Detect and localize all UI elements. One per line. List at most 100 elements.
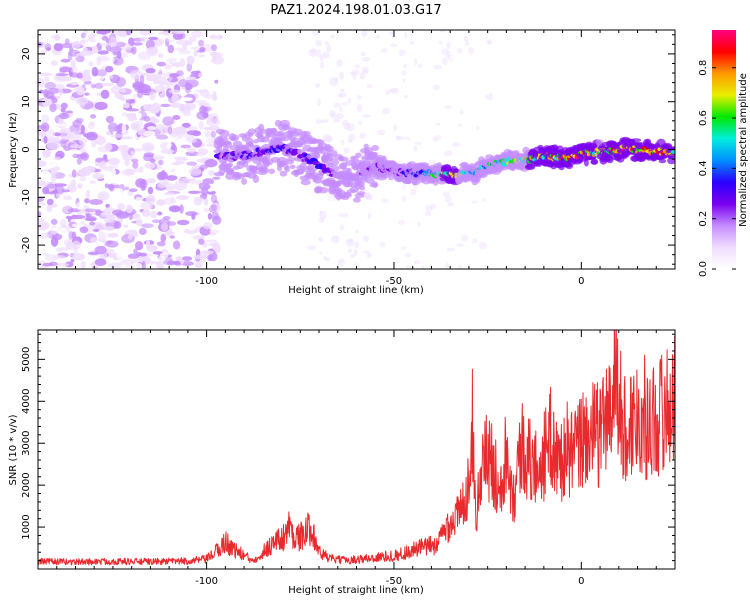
noise-blob: [89, 180, 97, 184]
noise-blob: [119, 88, 127, 93]
noise-blob: [42, 262, 53, 267]
noise-blob: [84, 208, 98, 213]
noise-blob: [447, 54, 455, 62]
noise-blob: [211, 211, 219, 221]
noise-blob: [203, 198, 209, 206]
noise-blob: [416, 93, 425, 101]
noise-blob: [104, 131, 112, 137]
noise-blob: [122, 116, 129, 123]
noise-blob: [79, 175, 86, 182]
noise-blob: [311, 30, 319, 36]
noise-blob: [44, 91, 55, 99]
noise-blob: [156, 61, 167, 67]
noise-blob: [142, 144, 155, 152]
noise-blob: [80, 47, 88, 52]
noise-blob: [551, 192, 560, 196]
ridge-halo: [525, 163, 535, 169]
noise-blob: [442, 191, 451, 197]
noise-blob: [145, 68, 156, 74]
x-tick-label: -100: [195, 276, 218, 287]
noise-blob: [654, 93, 658, 100]
noise-blob: [54, 34, 60, 41]
noise-blob: [60, 58, 71, 63]
noise-blob: [335, 113, 344, 120]
noise-blob: [69, 144, 82, 149]
noise-blob: [156, 199, 166, 206]
noise-blob: [125, 108, 140, 112]
noise-blob: [172, 260, 181, 265]
noise-blob: [504, 241, 511, 247]
colorbar-ticks: 0.0 0.2 0.4 0.6 0.8: [698, 60, 736, 277]
noise-blob: [598, 221, 604, 229]
x-tick-label: -50: [386, 276, 402, 287]
noise-blob: [103, 218, 115, 223]
noise-blob: [454, 77, 463, 81]
noise-blob: [533, 61, 537, 66]
noise-blob: [96, 69, 108, 77]
noise-blob: [339, 107, 343, 112]
noise-blob: [178, 105, 192, 114]
noise-blob: [187, 147, 196, 153]
ridge-halo: [317, 187, 329, 194]
noise-blob: [44, 43, 52, 51]
noise-blob: [105, 115, 114, 124]
noise-blob: [181, 256, 193, 261]
noise-blob: [320, 61, 324, 69]
noise-blob: [438, 40, 443, 45]
noise-blob: [112, 52, 119, 56]
noise-blob: [187, 222, 197, 231]
noise-blob: [123, 224, 129, 228]
noise-blob: [438, 244, 446, 249]
noise-blob: [144, 162, 156, 169]
noise-blob: [154, 85, 166, 92]
noise-blob: [358, 261, 367, 269]
noise-blob: [166, 57, 178, 63]
y-tick-label: 1000: [21, 514, 32, 539]
noise-blob: [210, 130, 216, 139]
noise-blob: [75, 55, 85, 63]
noise-blob: [337, 141, 342, 146]
noise-blob: [477, 121, 485, 128]
noise-blob: [518, 91, 524, 99]
noise-blob: [114, 202, 119, 212]
noise-blob: [592, 47, 597, 52]
noise-blob: [135, 141, 141, 150]
noise-blob: [662, 49, 669, 56]
noise-blob: [124, 168, 135, 176]
noise-blob: [92, 228, 100, 232]
noise-blob: [116, 66, 127, 71]
noise-blob: [364, 126, 369, 130]
noise-blob: [77, 183, 83, 189]
noise-blob: [193, 254, 208, 260]
noise-blob: [403, 63, 407, 69]
noise-blob: [580, 79, 588, 84]
noise-blob: [80, 261, 86, 269]
noise-blob: [339, 224, 345, 231]
noise-blob: [91, 45, 98, 54]
noise-blob: [203, 207, 209, 213]
noise-blob: [404, 136, 411, 141]
noise-blob: [566, 220, 574, 224]
ridge-halo: [631, 138, 642, 143]
noise-blob: [61, 42, 73, 49]
noise-blob: [65, 215, 73, 220]
noise-blob: [334, 30, 342, 37]
noise-blob: [163, 197, 177, 206]
noise-blob: [620, 234, 627, 239]
noise-blob: [648, 121, 654, 126]
noise-blob: [52, 255, 66, 260]
noise-blob: [446, 41, 451, 50]
noise-blob: [60, 136, 72, 140]
noise-blob: [444, 196, 452, 203]
noise-blob: [512, 97, 517, 104]
noise-blob: [443, 150, 453, 157]
noise-blob: [85, 131, 98, 141]
noise-blob: [421, 265, 425, 269]
noise-blob: [79, 226, 89, 234]
noise-blob: [642, 116, 649, 123]
noise-blob: [104, 183, 110, 189]
noise-blob: [55, 262, 70, 267]
noise-blob: [141, 260, 146, 269]
noise-blob: [366, 222, 376, 230]
